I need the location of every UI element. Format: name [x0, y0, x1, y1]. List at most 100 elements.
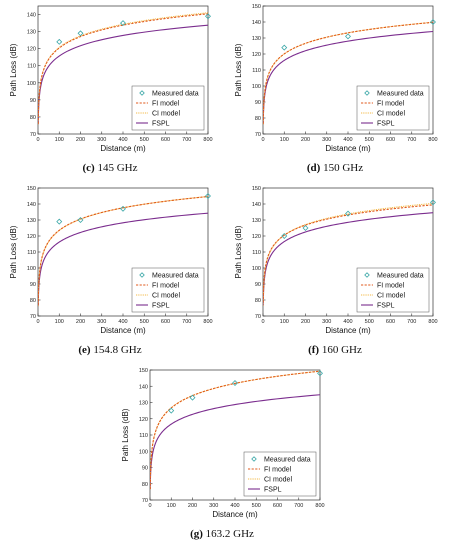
x-tick-label: 600	[161, 319, 170, 325]
measured-data-point	[317, 370, 323, 377]
x-tick-label: 600	[386, 319, 395, 325]
x-tick-label: 300	[97, 319, 106, 325]
y-tick-label: 130	[27, 30, 36, 36]
y-tick-label: 150	[139, 368, 148, 374]
fi-model-series-line	[38, 13, 208, 124]
y-tick-label: 130	[27, 218, 36, 224]
caption-text: 150 GHz	[323, 162, 364, 174]
legend-label: FI model	[377, 100, 405, 107]
x-tick-label: 300	[209, 503, 218, 509]
y-tick-label: 120	[252, 234, 261, 240]
x-axis-label: Distance (m)	[100, 144, 146, 153]
x-tick-label: 400	[343, 137, 352, 143]
y-axis-label: Path Loss (dB)	[234, 43, 243, 96]
y-tick-label: 80	[142, 482, 148, 488]
measured-data-point	[281, 233, 288, 239]
legend-label: FI model	[152, 100, 180, 107]
x-tick-label: 700	[182, 319, 191, 325]
x-tick-label: 500	[140, 137, 149, 143]
ci-model-series-line	[263, 202, 433, 306]
fi-model-series-line	[263, 204, 433, 303]
y-tick-label: 150	[252, 186, 261, 192]
x-tick-label: 200	[188, 503, 197, 509]
caption-text: 145 GHz	[97, 162, 138, 174]
y-tick-label: 70	[142, 498, 148, 504]
y-tick-label: 70	[30, 132, 36, 138]
y-tick-label: 80	[30, 298, 36, 304]
caption-text: 154.8 GHz	[93, 344, 142, 356]
x-tick-label: 200	[76, 137, 85, 143]
x-tick-label: 200	[301, 137, 310, 143]
y-tick-label: 140	[139, 384, 148, 390]
y-tick-label: 120	[139, 417, 148, 423]
x-tick-label: 0	[36, 137, 39, 143]
legend-label: FSPL	[152, 302, 170, 309]
measured-data-point	[345, 210, 351, 217]
caption-d: (d) 150 GHz	[225, 162, 445, 174]
caption-g: (g) 163.2 GHz	[112, 528, 332, 540]
legend-label: FSPL	[377, 302, 395, 309]
caption-letter: (c)	[82, 162, 95, 174]
y-tick-label: 120	[252, 52, 261, 58]
legend-label: Measured data	[377, 272, 424, 279]
legend-label: Measured data	[264, 456, 311, 463]
chart-g-svg: 0 100 200 300 400 500 600 700 800 70 80 90 100 110 120…	[121, 368, 325, 519]
x-tick-label: 500	[140, 319, 149, 325]
x-tick-label: 400	[118, 319, 127, 325]
x-tick-label: 400	[118, 137, 127, 143]
x-tick-label: 600	[161, 137, 170, 143]
chart-c-svg: 0 100 200 300 400 500 600 700 800 70 80 90 100 110 120…	[9, 5, 213, 153]
legend-marker	[364, 90, 370, 96]
x-tick-label: 0	[261, 137, 264, 143]
x-tick-label: 100	[55, 319, 64, 325]
y-tick-label: 100	[252, 84, 261, 90]
legend-label: FSPL	[152, 120, 170, 127]
x-tick-label: 700	[407, 319, 416, 325]
y-tick-label: 70	[30, 314, 36, 320]
y-tick-label: 100	[27, 81, 36, 87]
x-tick-label: 500	[365, 319, 374, 325]
y-tick-label: 90	[142, 466, 148, 472]
x-tick-label: 300	[322, 137, 331, 143]
x-tick-label: 100	[167, 503, 176, 509]
chart-panel-e: 0 100 200 300 400 500 600 700 800 70 80 90 100 110 120…	[0, 182, 220, 362]
measured-data-point	[120, 20, 126, 27]
x-tick-label: 200	[301, 319, 310, 325]
y-tick-label: 140	[252, 20, 261, 26]
y-tick-label: 100	[139, 449, 148, 455]
x-tick-label: 300	[322, 319, 331, 325]
x-tick-label: 0	[36, 319, 39, 325]
x-tick-label: 800	[428, 137, 437, 143]
y-tick-label: 130	[252, 218, 261, 224]
measured-data-point	[189, 394, 196, 401]
y-axis-label: Path Loss (dB)	[9, 43, 18, 96]
x-axis-label: Distance (m)	[325, 326, 371, 335]
x-tick-label: 600	[273, 503, 282, 509]
x-tick-label: 100	[55, 137, 64, 143]
y-tick-label: 90	[30, 282, 36, 288]
x-tick-label: 500	[365, 137, 374, 143]
measured-data-point	[345, 33, 351, 40]
x-tick-label: 200	[76, 319, 85, 325]
legend-label: CI model	[377, 292, 405, 299]
x-tick-label: 700	[407, 137, 416, 143]
y-axis-label: Path Loss (dB)	[121, 408, 130, 461]
x-tick-label: 0	[261, 319, 264, 325]
legend-marker	[251, 456, 257, 462]
caption-letter: (f)	[308, 344, 320, 356]
legend-label: FSPL	[264, 486, 282, 493]
fspl-series-line	[38, 212, 208, 307]
caption-text: 160 GHz	[321, 344, 362, 356]
chart-f-svg: 0 100 200 300 400 500 600 700 800 70 80 90 100 110 120…	[234, 186, 438, 335]
x-tick-label: 700	[182, 137, 191, 143]
x-tick-label: 100	[280, 137, 289, 143]
x-tick-label: 800	[428, 319, 437, 325]
legend-label: FI model	[377, 282, 405, 289]
fi-model-series-line	[150, 370, 320, 490]
caption-letter: (d)	[306, 162, 321, 174]
legend-label: CI model	[152, 292, 180, 299]
x-tick-label: 600	[386, 137, 395, 143]
y-tick-label: 130	[252, 36, 261, 42]
x-tick-label: 400	[343, 319, 352, 325]
x-tick-label: 0	[148, 503, 151, 509]
